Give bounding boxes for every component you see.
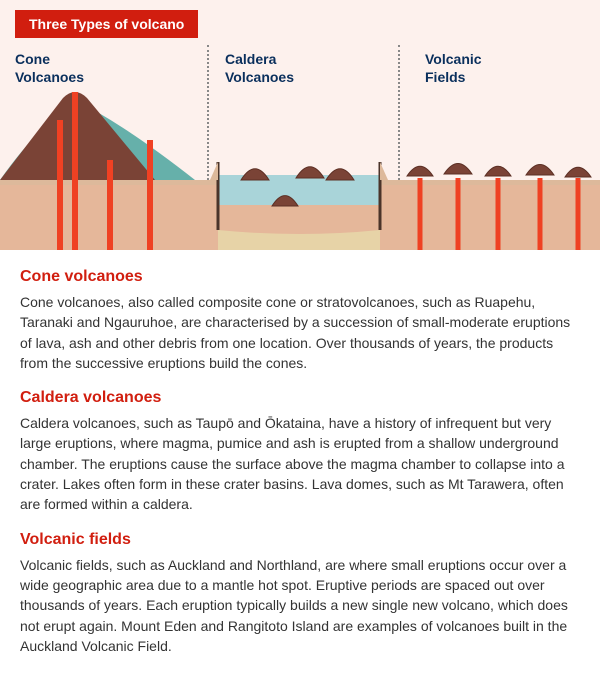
column-label-2: VolcanicFields: [425, 50, 482, 86]
diagram-banner: Three Types of volcano ConeVolcanoes Cald…: [0, 0, 600, 250]
section-heading-0: Cone volcanoes: [20, 268, 580, 286]
section-heading-1: Caldera volcanoes: [20, 389, 580, 407]
section-body-2: Volcanic fields, such as Auckland and No…: [20, 555, 580, 656]
column-divider-0: [207, 45, 209, 180]
banner-title-text: Three Types of volcano: [29, 16, 184, 32]
section-heading-2: Volcanic fields: [20, 531, 580, 549]
content-area: Cone volcanoes Cone volcanoes, also calle…: [0, 250, 600, 690]
column-divider-1: [398, 45, 400, 180]
column-label-1: CalderaVolcanoes: [225, 50, 294, 86]
section-body-0: Cone volcanoes, also called composite co…: [20, 292, 580, 373]
section-body-1: Caldera volcanoes, such as Taupō and Ōka…: [20, 413, 580, 514]
banner-title-badge: Three Types of volcano: [15, 10, 198, 38]
column-label-0: ConeVolcanoes: [15, 50, 84, 86]
